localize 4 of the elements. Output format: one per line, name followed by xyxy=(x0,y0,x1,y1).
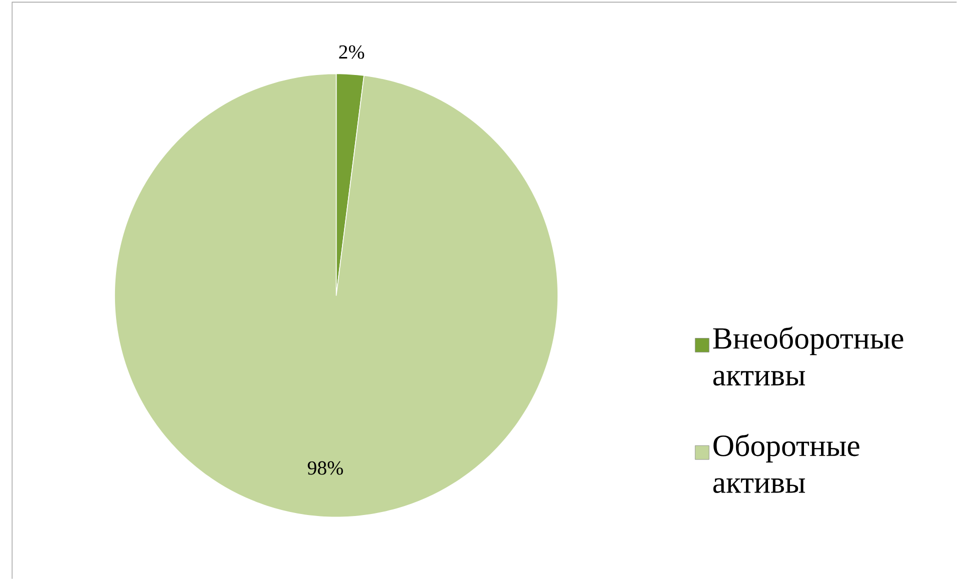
legend-label: Оборотные активы xyxy=(713,434,860,493)
data-label: 98% xyxy=(308,461,343,475)
data-label: 2% xyxy=(339,45,364,59)
legend-label: Внеоборотные активы xyxy=(713,326,904,386)
